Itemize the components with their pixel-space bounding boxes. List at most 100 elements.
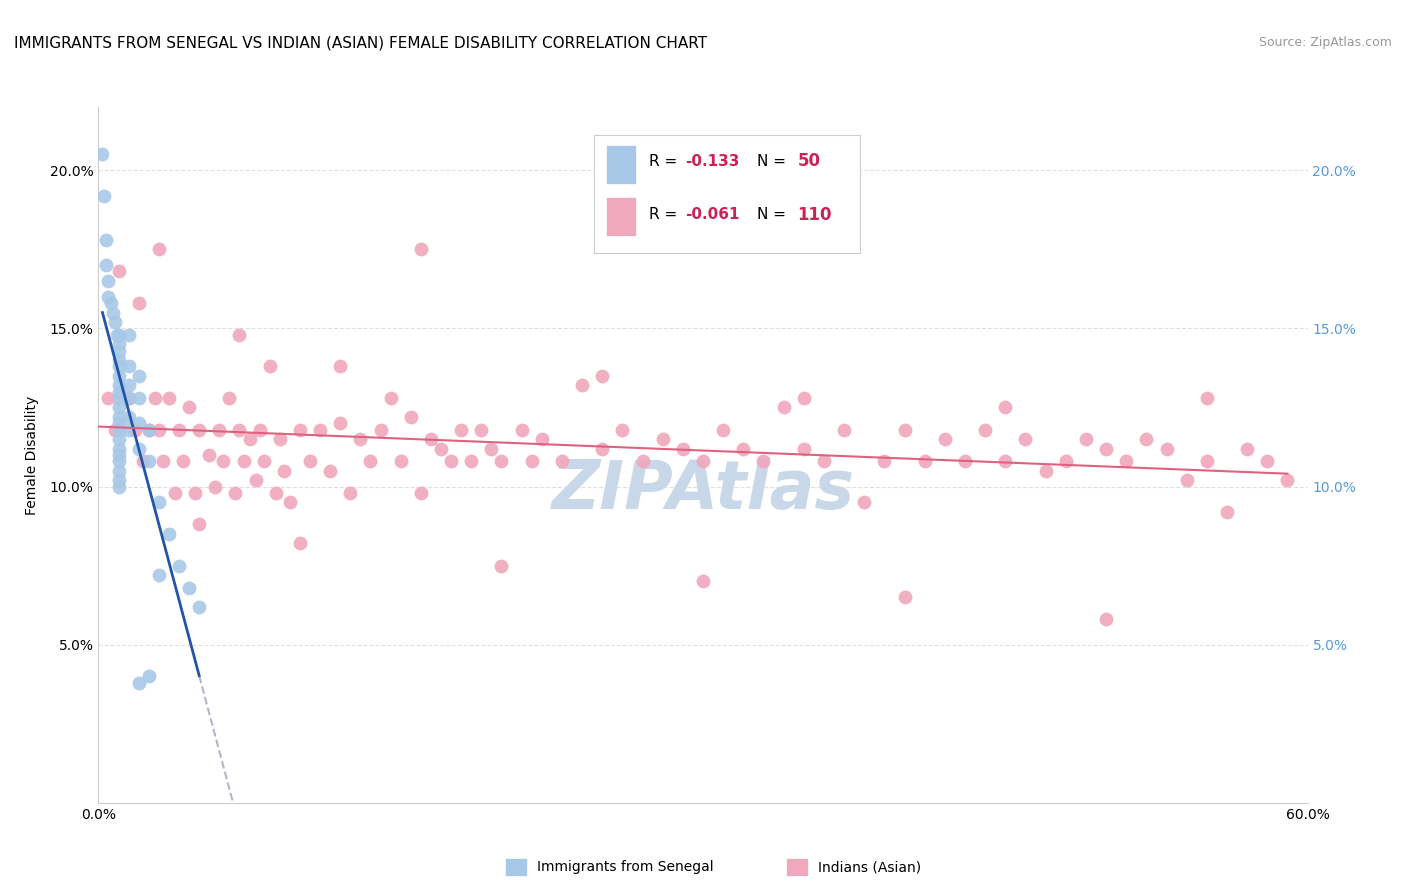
Point	[107, 368, 129, 383]
Point	[138, 423, 160, 437]
Point	[188, 423, 211, 437]
Point	[319, 464, 342, 478]
Point	[273, 464, 295, 478]
Point	[148, 568, 170, 582]
Point	[481, 442, 503, 456]
Point	[148, 495, 170, 509]
Point	[148, 243, 170, 257]
Text: Immigrants from Senegal: Immigrants from Senegal	[537, 860, 714, 874]
Point	[1195, 391, 1218, 405]
Point	[420, 432, 443, 446]
Point	[204, 479, 226, 493]
Point	[107, 343, 129, 358]
Point	[1095, 612, 1118, 626]
Point	[631, 454, 654, 468]
Point	[157, 527, 180, 541]
Point	[813, 454, 835, 468]
Point	[118, 423, 141, 437]
Point	[399, 409, 422, 424]
Point	[107, 327, 129, 342]
Point	[994, 454, 1017, 468]
Point	[612, 423, 634, 437]
Point	[208, 423, 231, 437]
Point	[212, 454, 235, 468]
Point	[974, 423, 997, 437]
Point	[179, 401, 201, 415]
Point	[107, 409, 129, 424]
Point	[1156, 442, 1178, 456]
Point	[118, 359, 141, 374]
Point	[118, 409, 141, 424]
Point	[224, 486, 246, 500]
Point	[1256, 454, 1278, 468]
Text: R =: R =	[648, 153, 682, 169]
Text: ZIPAtlas: ZIPAtlas	[551, 457, 855, 523]
Text: IMMIGRANTS FROM SENEGAL VS INDIAN (ASIAN) FEMALE DISABILITY CORRELATION CHART: IMMIGRANTS FROM SENEGAL VS INDIAN (ASIAN…	[14, 36, 707, 51]
Point	[1236, 442, 1258, 456]
Point	[953, 454, 976, 468]
Point	[228, 327, 250, 342]
Point	[107, 359, 129, 374]
Point	[460, 454, 482, 468]
Point	[893, 591, 915, 605]
Point	[107, 479, 129, 493]
Point	[132, 454, 155, 468]
Text: N =: N =	[758, 153, 792, 169]
Point	[148, 423, 170, 437]
Point	[1035, 464, 1057, 478]
Point	[530, 432, 553, 446]
Point	[873, 454, 896, 468]
Point	[551, 454, 574, 468]
Point	[107, 432, 129, 446]
Point	[430, 442, 453, 456]
Point	[105, 327, 128, 342]
Point	[288, 423, 311, 437]
Point	[198, 448, 221, 462]
Point	[138, 423, 160, 437]
Point	[278, 495, 301, 509]
Point	[339, 486, 361, 500]
Point	[692, 574, 714, 589]
Point	[128, 368, 150, 383]
Point	[253, 454, 276, 468]
Point	[128, 442, 150, 456]
Point	[1115, 454, 1137, 468]
Point	[107, 473, 129, 487]
Point	[380, 391, 402, 405]
Point	[269, 432, 291, 446]
Point	[832, 423, 855, 437]
Point	[591, 442, 613, 456]
Point	[172, 454, 194, 468]
Point	[245, 473, 267, 487]
Point	[184, 486, 207, 500]
Point	[107, 353, 129, 368]
Point	[470, 423, 492, 437]
Point	[692, 454, 714, 468]
Point	[520, 454, 543, 468]
Point	[97, 290, 120, 304]
Point	[264, 486, 287, 500]
Point	[107, 454, 129, 468]
Point	[138, 454, 160, 468]
Point	[128, 417, 150, 431]
Point	[93, 188, 115, 202]
Point	[188, 517, 211, 532]
Point	[409, 486, 432, 500]
Point	[228, 423, 250, 437]
Point	[97, 391, 120, 405]
Point	[138, 669, 160, 683]
Point	[1074, 432, 1097, 446]
Text: R =: R =	[648, 207, 682, 222]
Point	[107, 337, 129, 351]
Point	[101, 305, 124, 319]
Point	[752, 454, 775, 468]
Bar	[606, 145, 637, 184]
Point	[409, 243, 432, 257]
Point	[510, 423, 533, 437]
Point	[1277, 473, 1299, 487]
Point	[1135, 432, 1157, 446]
Point	[167, 423, 190, 437]
Point	[733, 442, 755, 456]
Point	[103, 315, 125, 329]
Point	[107, 423, 129, 437]
